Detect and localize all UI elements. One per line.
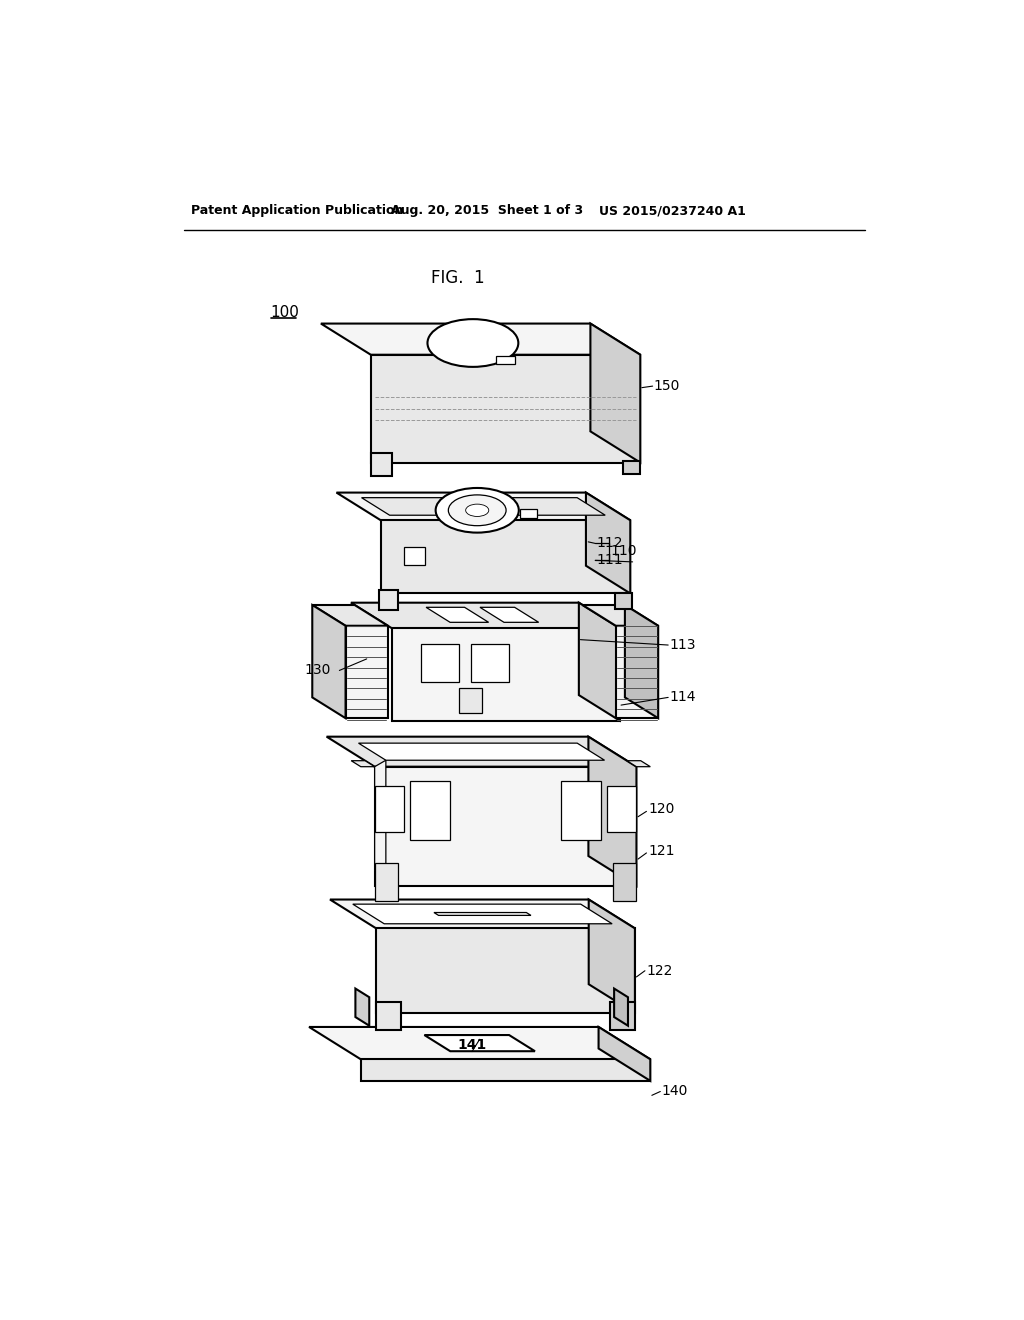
Text: 130: 130	[305, 664, 331, 677]
Text: 100: 100	[270, 305, 300, 319]
Polygon shape	[496, 356, 515, 364]
Polygon shape	[561, 780, 601, 840]
Polygon shape	[579, 603, 620, 721]
Polygon shape	[591, 323, 640, 462]
Polygon shape	[589, 737, 637, 886]
Polygon shape	[625, 605, 658, 718]
Ellipse shape	[466, 504, 488, 516]
Polygon shape	[353, 904, 612, 924]
Text: 120: 120	[648, 803, 675, 816]
Polygon shape	[371, 453, 392, 477]
Polygon shape	[624, 461, 640, 474]
Polygon shape	[434, 912, 531, 915]
Polygon shape	[379, 590, 397, 610]
Text: 113: 113	[670, 638, 696, 652]
Ellipse shape	[435, 488, 519, 532]
Polygon shape	[426, 607, 488, 622]
Polygon shape	[421, 644, 460, 682]
Polygon shape	[480, 607, 539, 622]
Polygon shape	[519, 508, 538, 517]
Polygon shape	[410, 780, 451, 840]
Polygon shape	[614, 989, 628, 1026]
Text: 150: 150	[653, 379, 680, 393]
Polygon shape	[607, 785, 637, 832]
Polygon shape	[361, 498, 605, 515]
Text: Patent Application Publication: Patent Application Publication	[190, 205, 403, 218]
Polygon shape	[403, 548, 425, 565]
Polygon shape	[599, 1027, 650, 1081]
Polygon shape	[351, 760, 375, 767]
Polygon shape	[610, 1002, 635, 1030]
Text: 112: 112	[597, 536, 624, 550]
Polygon shape	[376, 928, 635, 1014]
Polygon shape	[614, 594, 632, 609]
Polygon shape	[375, 760, 386, 871]
Text: 111: 111	[597, 553, 624, 568]
Polygon shape	[312, 605, 388, 626]
Polygon shape	[583, 605, 658, 626]
Polygon shape	[375, 785, 403, 832]
Polygon shape	[375, 863, 397, 902]
Polygon shape	[627, 760, 650, 767]
Ellipse shape	[449, 495, 506, 525]
Polygon shape	[471, 644, 509, 682]
Text: 141: 141	[458, 1039, 486, 1052]
Polygon shape	[309, 1027, 650, 1059]
Polygon shape	[345, 626, 388, 718]
Polygon shape	[460, 688, 482, 713]
Polygon shape	[360, 1059, 650, 1081]
Polygon shape	[351, 603, 620, 628]
Text: FIG.  1: FIG. 1	[431, 269, 484, 286]
Polygon shape	[589, 899, 635, 1014]
Polygon shape	[381, 520, 631, 594]
Polygon shape	[327, 737, 637, 767]
Polygon shape	[312, 605, 345, 718]
Text: Aug. 20, 2015  Sheet 1 of 3: Aug. 20, 2015 Sheet 1 of 3	[391, 205, 583, 218]
Polygon shape	[391, 628, 620, 721]
Text: 110: 110	[610, 544, 637, 558]
Polygon shape	[321, 323, 640, 355]
Text: 122: 122	[646, 964, 673, 978]
Polygon shape	[586, 492, 631, 594]
Text: 121: 121	[648, 845, 675, 858]
Polygon shape	[376, 1002, 400, 1030]
Text: 140: 140	[662, 1085, 688, 1098]
Polygon shape	[330, 899, 635, 928]
Text: 114: 114	[670, 690, 696, 705]
Text: US 2015/0237240 A1: US 2015/0237240 A1	[599, 205, 745, 218]
Ellipse shape	[427, 319, 518, 367]
Polygon shape	[371, 355, 640, 462]
Polygon shape	[355, 989, 370, 1026]
Polygon shape	[375, 767, 637, 886]
Polygon shape	[358, 743, 604, 760]
Polygon shape	[337, 492, 631, 520]
Polygon shape	[424, 1035, 535, 1051]
Polygon shape	[613, 863, 637, 902]
Polygon shape	[615, 626, 658, 718]
